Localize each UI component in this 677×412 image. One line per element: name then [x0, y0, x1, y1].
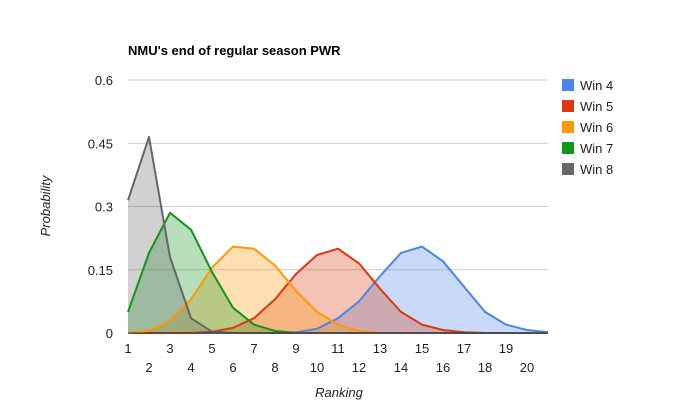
legend-swatch [562, 142, 574, 154]
x-tick-label: 16 [436, 360, 450, 375]
y-tick-label: 0 [106, 326, 113, 341]
x-tick-labels: 1 3 5 7 9 11 13 15 17 192 4 6 8 10 12 14 16 18 20 [124, 341, 534, 375]
x-tick-label: 10 [310, 360, 324, 375]
x-tick-label: 1 [124, 341, 131, 356]
x-tick-label: 14 [394, 360, 408, 375]
x-axis-title: Ranking [315, 385, 363, 400]
x-tick-label: 18 [478, 360, 492, 375]
legend-label: Win 4 [580, 78, 613, 93]
legend-label: Win 8 [580, 162, 613, 177]
x-tick-label: 11 [331, 341, 345, 356]
series-area-3 [128, 246, 548, 333]
y-tick-label: 0.15 [88, 263, 113, 278]
x-tick-label: 7 [250, 341, 257, 356]
y-tick-label: 0.6 [95, 73, 113, 88]
y-tick-label: 0.3 [95, 200, 113, 215]
y-tick-label: 0.45 [88, 136, 113, 151]
y-tick-labels: 0 0.15 0.3 0.45 0.6 [88, 73, 113, 341]
y-axis-title: Probability [38, 174, 53, 236]
chart-title: NMU's end of regular season PWR [128, 43, 341, 58]
legend-swatch [562, 79, 574, 91]
x-tick-label: 9 [292, 341, 299, 356]
x-tick-label: 17 [457, 341, 471, 356]
legend: Win 4 Win 5 Win 6 Win 7 Win 8 [562, 78, 613, 177]
legend-swatch [562, 100, 574, 112]
legend-swatch [562, 163, 574, 175]
legend-label: Win 6 [580, 120, 613, 135]
x-tick-label: 4 [187, 360, 194, 375]
x-tick-label: 19 [499, 341, 513, 356]
legend-swatch [562, 121, 574, 133]
x-tick-label: 20 [520, 360, 534, 375]
gridlines [128, 79, 548, 271]
x-tick-label: 15 [415, 341, 429, 356]
series-area-5 [128, 136, 548, 333]
x-tick-label: 3 [166, 341, 173, 356]
series-areas [128, 136, 548, 333]
x-tick-label: 13 [373, 341, 387, 356]
x-tick-label: 12 [352, 360, 366, 375]
series-area-2 [128, 248, 548, 333]
x-tick-label: 5 [208, 341, 215, 356]
x-tick-label: 8 [271, 360, 278, 375]
legend-label: Win 7 [580, 141, 613, 156]
x-tick-label: 6 [229, 360, 236, 375]
legend-label: Win 5 [580, 99, 613, 114]
x-tick-label: 2 [145, 360, 152, 375]
series-area-1 [128, 246, 548, 333]
